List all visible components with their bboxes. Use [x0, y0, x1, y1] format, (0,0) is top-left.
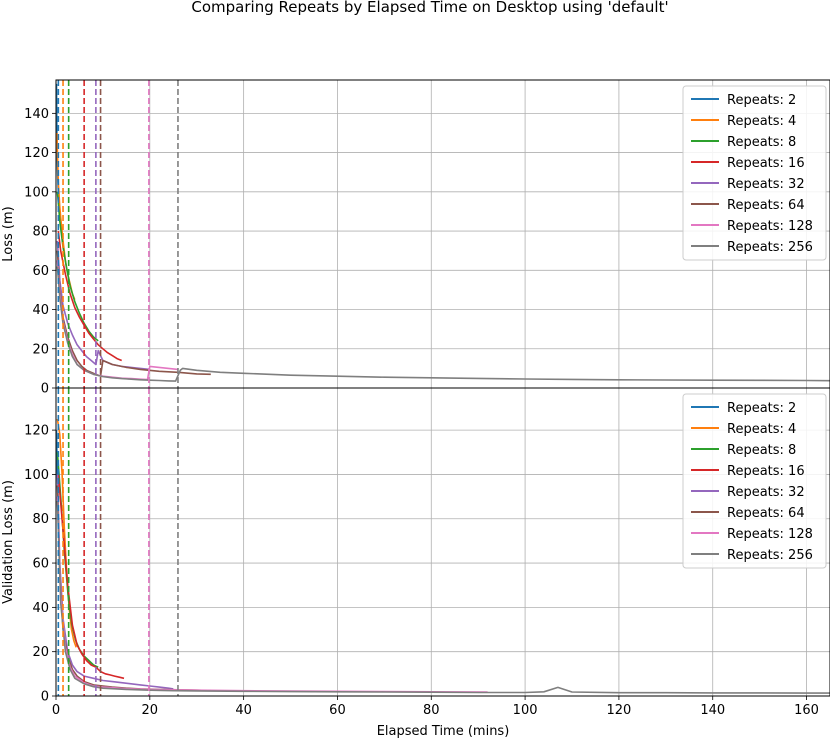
validation-loss-panel: 0 20 40 60 80 100 120 0 20 40 60 80 100 120 140 160 Vali…	[1, 387, 830, 718]
series-line-repeats-64	[56, 250, 211, 377]
axes-frame	[55, 387, 830, 697]
y-tick-label: 60	[32, 264, 49, 279]
legend: Repeats: 2 Repeats: 4 Repeats: 8 Repeats: 1…	[682, 393, 827, 569]
legend-label: Repeats: 32	[727, 177, 805, 192]
legend-label: Repeats: 16	[727, 464, 805, 479]
legend-label: Repeats: 256	[727, 548, 813, 563]
legend-label: Repeats: 256	[727, 240, 813, 255]
x-tick-label: 80	[423, 703, 440, 718]
x-axis-label: Elapsed Time (mins)	[377, 724, 510, 739]
y-tick-label: 120	[24, 146, 49, 161]
figure-title: Comparing Repeats by Elapsed Time on Des…	[191, 0, 668, 16]
legend-label: Repeats: 64	[727, 506, 805, 521]
y-tick-label: 0	[41, 382, 49, 397]
series-line-repeats-256	[56, 266, 830, 382]
legend-label: Repeats: 16	[727, 156, 805, 171]
y-axis-label: Loss (m)	[1, 206, 16, 261]
y-tick-label: 140	[24, 107, 49, 122]
y-tick-label: 60	[32, 557, 49, 572]
legend-label: Repeats: 4	[727, 422, 796, 437]
legend-label: Repeats: 2	[727, 93, 796, 108]
series-line-repeats-256	[56, 500, 830, 694]
series-line-repeats-64	[56, 485, 211, 692]
x-tick-label: 120	[606, 703, 631, 718]
legend-label: Repeats: 128	[727, 527, 813, 542]
series-line-repeats-16	[57, 231, 122, 362]
legend-label: Repeats: 64	[727, 198, 805, 213]
x-tick-label: 160	[794, 703, 819, 718]
legend-label: Repeats: 4	[727, 114, 796, 129]
series-line-repeats-4	[56, 418, 77, 648]
y-tick-label: 100	[24, 185, 49, 200]
legend-label: Repeats: 128	[727, 219, 813, 234]
legend-box	[682, 85, 827, 261]
x-tick-label: 20	[142, 703, 159, 718]
y-tick-label: 40	[32, 303, 49, 318]
legend-label: Repeats: 8	[727, 135, 796, 150]
y-tick-label: 120	[24, 424, 49, 439]
legend-label: Repeats: 32	[727, 485, 805, 500]
legend: Repeats: 2 Repeats: 4 Repeats: 8 Repeats: 1…	[682, 85, 827, 261]
y-tick-label: 40	[32, 601, 49, 616]
y-tick-label: 20	[32, 342, 49, 357]
y-tick-label: 20	[32, 645, 49, 660]
series-line-repeats-128	[56, 496, 488, 693]
legend-box	[682, 393, 827, 569]
series-line-repeats-16	[57, 474, 125, 680]
series-line-repeats-8	[56, 191, 99, 342]
x-tick-label: 140	[700, 703, 725, 718]
legend-label: Repeats: 2	[727, 401, 796, 416]
x-tick-label: 0	[52, 703, 60, 718]
y-tick-label: 80	[32, 225, 49, 240]
y-tick-label: 80	[32, 512, 49, 527]
y-tick-label: 100	[24, 468, 49, 483]
x-tick-label: 100	[513, 703, 538, 718]
legend-label: Repeats: 8	[727, 443, 796, 458]
series-group	[56, 80, 830, 388]
y-axis-label: Validation Loss (m)	[1, 480, 16, 604]
series-line-repeats-32	[56, 474, 174, 690]
x-tick-label: 60	[329, 703, 346, 718]
y-tick-label: 0	[41, 690, 49, 705]
series-group	[56, 388, 830, 696]
x-tick-label: 40	[235, 703, 252, 718]
